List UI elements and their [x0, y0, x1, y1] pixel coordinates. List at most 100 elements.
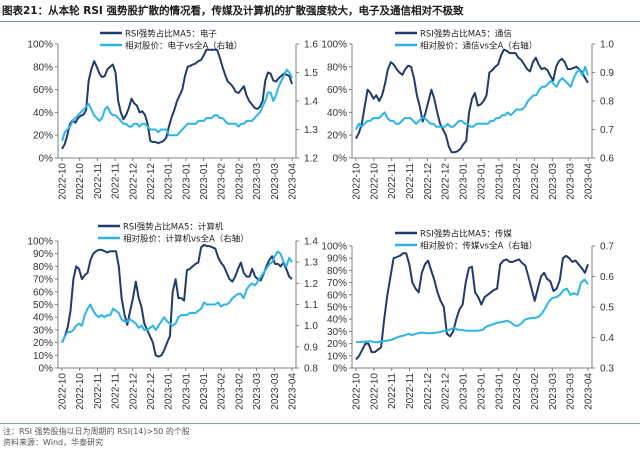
right-tick-label: 0.5	[600, 303, 614, 314]
left-tick-label: 100%	[321, 242, 347, 253]
legend-label: RSI强势占比MA5：传媒	[420, 229, 512, 240]
legend-label: RSI强势占比MA5：电子	[125, 29, 217, 40]
x-tick-label: 2022-10	[58, 163, 69, 200]
left-tick-label: 0%	[39, 364, 54, 375]
rsi-series-line	[61, 48, 293, 150]
right-tick-label: 1.0	[600, 40, 614, 51]
legend-label: 相对股价：计算机vs全A（右轴）	[123, 234, 249, 245]
left-tick-label: 10%	[33, 351, 53, 362]
x-tick-label: 2023-01	[476, 163, 487, 200]
left-tick-label: 60%	[327, 290, 347, 301]
x-tick-label: 2023-01	[164, 163, 175, 200]
x-tick-label: 2022-11	[405, 373, 416, 409]
x-tick-label: 2022-12	[128, 373, 139, 410]
left-tick-label: 90%	[33, 249, 53, 260]
x-tick-label: 2023-04	[288, 373, 299, 410]
x-tick-label: 2022-11	[111, 373, 122, 409]
x-tick-label: 2022-12	[441, 163, 452, 200]
relative-price-series-line	[61, 250, 293, 344]
left-tick-label: 80%	[327, 266, 347, 277]
left-tick-label: 40%	[33, 108, 53, 119]
right-tick-label: 1.1	[304, 300, 318, 311]
right-tick-label: 0.3	[600, 364, 614, 375]
relative-price-series-line	[355, 65, 589, 130]
left-tick-label: 60%	[33, 85, 53, 96]
right-tick-label: 1.4	[304, 97, 318, 108]
left-tick-label: 60%	[327, 85, 347, 96]
x-tick-label: 2022-10	[352, 373, 363, 410]
x-tick-label: 2023-02	[530, 373, 541, 410]
right-tick-label: 0.4	[600, 333, 614, 344]
source-note: 资料来源：Wind，华泰研究	[3, 438, 104, 447]
legend-label: 相对股价：通信vs全A（右轴）	[420, 41, 537, 52]
left-tick-label: 40%	[327, 315, 347, 326]
x-tick-label: 2023-04	[288, 163, 299, 200]
footnote: 注：RSI 强势股指以日为周期的 RSI(14)>50 的个股	[3, 427, 190, 436]
rsi-series-line	[355, 48, 589, 154]
right-tick-label: 0.6	[600, 272, 614, 283]
x-tick-label: 2023-02	[217, 373, 228, 410]
left-tick-label: 80%	[327, 62, 347, 73]
x-tick-label: 2023-01	[459, 163, 470, 200]
right-tick-label: 0.7	[600, 242, 614, 253]
right-tick-label: 0.8	[304, 364, 318, 375]
legend-label: RSI强势占比MA5：计算机	[123, 222, 224, 233]
x-tick-label: 2023-04	[584, 163, 595, 200]
right-tick-label: 0.6	[600, 154, 614, 165]
x-tick-label: 2023-01	[494, 163, 505, 200]
x-tick-label: 2022-11	[111, 163, 122, 199]
right-tick-label: 0.7	[600, 125, 614, 136]
x-tick-label: 2022-10	[369, 163, 380, 200]
left-tick-label: 20%	[327, 339, 347, 350]
right-tick-label: 1.2	[304, 279, 318, 290]
left-tick-label: 100%	[321, 40, 347, 51]
legend-label: 相对股价：电子vs全A（右轴）	[125, 41, 242, 52]
x-tick-label: 2023-03	[566, 163, 577, 200]
x-tick-label: 2023-02	[530, 163, 541, 200]
relative-price-series-line	[356, 278, 589, 344]
x-tick-label: 2022-10	[75, 163, 86, 200]
x-tick-label: 2023-01	[181, 163, 192, 200]
figure-title: 图表21：从本轮 RSI 强势股扩散的情况看，传媒及计算机的扩散强度较大，电子及…	[2, 5, 464, 17]
chart-panel-2: 0% 20% 40% 60% 80% 100% 0.6 0.7 0.8 0.9 1.0 2022-10…	[321, 29, 614, 200]
legend-label: 相对股价：传媒vs全A（右轴）	[420, 241, 537, 252]
right-tick-label: 1.6	[304, 40, 318, 51]
x-tick-label: 2023-01	[494, 373, 505, 410]
x-tick-label: 2023-04	[584, 373, 595, 410]
x-tick-label: 2023-03	[548, 163, 559, 200]
rsi-series-line	[355, 252, 589, 361]
title-divider	[0, 21, 640, 22]
left-tick-label: 0%	[333, 154, 348, 165]
chart-panel-3: 0% 10% 20% 30%40% 50% 60%70% 80% 90%100% 0.8 0.9 1…	[27, 222, 318, 410]
x-tick-label: 2022-11	[93, 373, 104, 409]
x-tick-label: 2022-12	[441, 373, 452, 410]
x-tick-label: 2022-10	[58, 373, 69, 410]
x-tick-label: 2022-11	[405, 163, 416, 199]
x-tick-label: 2023-02	[234, 163, 245, 200]
right-tick-label: 1.3	[304, 258, 318, 269]
right-tick-label: 0.9	[304, 342, 318, 353]
chart-panel-4: 0% 10%20%30%40%50% 60%70%80%90%100% 0.3 0.4 0…	[321, 229, 614, 410]
x-tick-label: 2023-03	[252, 373, 263, 410]
right-tick-label: 1.2	[304, 154, 318, 165]
right-tick-label: 0.9	[600, 68, 614, 79]
left-tick-label: 0%	[39, 154, 54, 165]
x-tick-label: 2023-02	[512, 163, 523, 200]
x-tick-label: 2022-10	[352, 163, 363, 200]
x-tick-label: 2023-01	[199, 373, 210, 410]
left-tick-label: 70%	[33, 275, 53, 286]
x-tick-label: 2022-11	[387, 373, 398, 409]
x-tick-label: 2022-10	[369, 373, 380, 410]
relative-price-series-line	[61, 68, 293, 142]
x-tick-label: 2022-11	[387, 163, 398, 199]
x-tick-label: 2023-01	[181, 373, 192, 410]
footer-divider	[0, 423, 640, 424]
x-tick-label: 2023-02	[234, 373, 245, 410]
left-tick-label: 50%	[33, 300, 53, 311]
right-tick-label: 0.8	[600, 97, 614, 108]
x-tick-label: 2023-01	[199, 163, 210, 200]
left-tick-label: 40%	[327, 108, 347, 119]
right-tick-label: 1.0	[304, 321, 318, 332]
x-tick-label: 2023-02	[217, 163, 228, 200]
